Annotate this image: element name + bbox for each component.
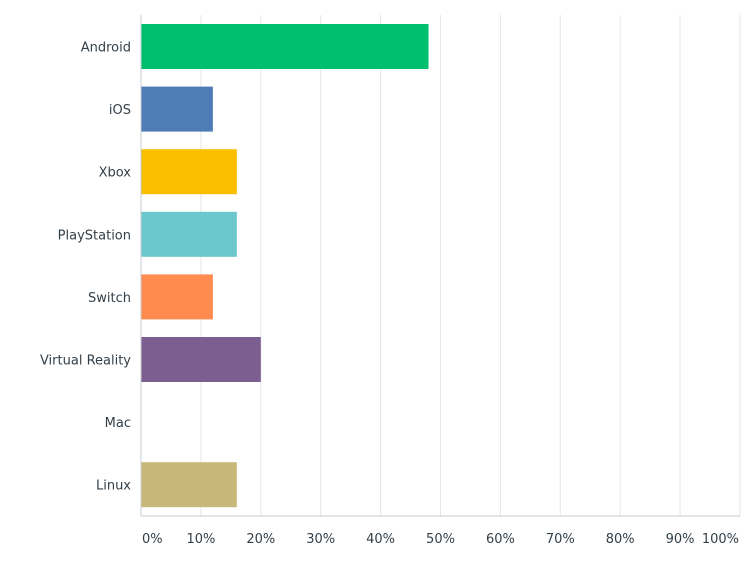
- category-label: Switch: [88, 291, 131, 306]
- bar-android[interactable]: [141, 24, 429, 69]
- bar-playstation[interactable]: [141, 211, 237, 257]
- gridlines: [200, 15, 741, 516]
- category-label: Android: [81, 41, 131, 56]
- x-tick-label: 30%: [306, 532, 335, 547]
- x-tick-label: 50%: [426, 532, 455, 547]
- x-tick-label: 40%: [366, 532, 395, 547]
- x-tick-labels: 0% 10% 20% 30% 40% 50% 60% 70% 80% 90% 100%: [142, 532, 739, 547]
- bar-ios[interactable]: [141, 86, 213, 132]
- bar-xbox[interactable]: [141, 149, 237, 195]
- category-label: iOS: [109, 103, 131, 118]
- category-label: Xbox: [99, 166, 132, 181]
- category-labels: Android iOS Xbox PlayStation Switch Virtual R…: [40, 41, 131, 494]
- x-tick-label: 60%: [486, 532, 515, 547]
- bar-virtual-reality[interactable]: [141, 337, 261, 382]
- x-tick-label: 90%: [666, 532, 695, 547]
- x-tick-label: 20%: [246, 532, 275, 547]
- category-label: Linux: [96, 479, 131, 494]
- x-tick-label: 0%: [142, 532, 163, 547]
- category-label: Mac: [105, 416, 131, 431]
- x-tick-label: 80%: [606, 532, 635, 547]
- bars: [141, 24, 429, 508]
- axes: [140, 15, 740, 517]
- x-tick-label: 70%: [546, 532, 575, 547]
- x-tick-label: 10%: [186, 532, 215, 547]
- bar-linux[interactable]: [141, 462, 237, 508]
- category-label: PlayStation: [58, 228, 131, 243]
- bar-switch[interactable]: [141, 274, 213, 320]
- x-tick-label: 100%: [702, 532, 739, 547]
- category-label: Virtual Reality: [40, 354, 131, 369]
